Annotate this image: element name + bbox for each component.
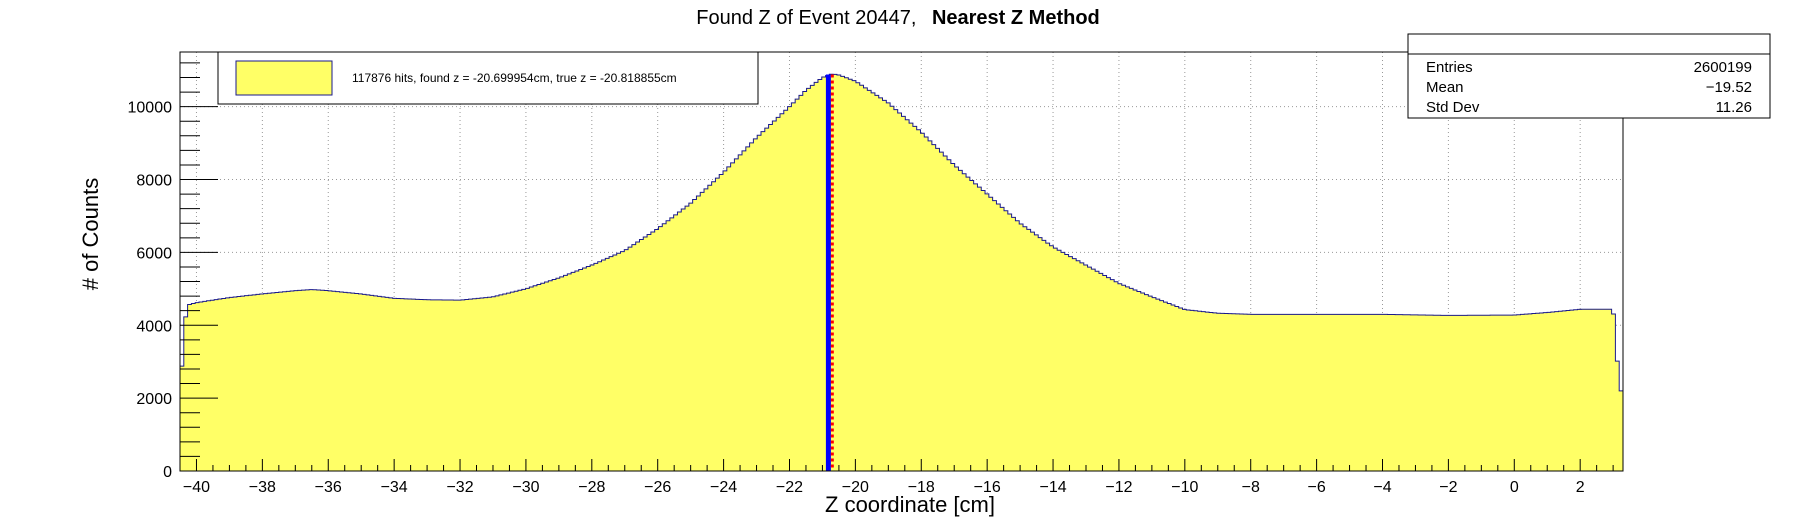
x-tick-label: −16 <box>974 479 1001 496</box>
y-tick-label: 10000 <box>128 100 173 117</box>
x-tick-label: −8 <box>1242 479 1260 496</box>
x-tick-label: −14 <box>1039 479 1066 496</box>
y-tick-label: 8000 <box>136 173 172 190</box>
histogram-outline <box>179 73 1624 471</box>
x-tick-label: −34 <box>381 479 408 496</box>
x-tick-label: 2 <box>1576 479 1585 496</box>
x-tick-label: −32 <box>446 479 473 496</box>
x-tick-label: −10 <box>1171 479 1198 496</box>
y-axis: 0 2000 4000 6000 8000 10000 <box>128 62 218 481</box>
legend-label: 117876 hits, found z = -20.699954cm, tru… <box>352 71 677 85</box>
chart-title-plain: Found Z of Event 20447, <box>696 7 916 29</box>
z-markers <box>825 74 834 471</box>
x-axis-title: Z coordinate [cm] <box>825 492 995 517</box>
stats-std-value: 11.26 <box>1716 99 1752 116</box>
plot-frame <box>179 51 1624 472</box>
x-tick-label: −12 <box>1105 479 1132 496</box>
stats-mean-label: Mean <box>1426 79 1464 96</box>
stats-entries-label: Entries <box>1426 59 1473 76</box>
x-tick-label: −28 <box>578 479 605 496</box>
x-tick-label: 0 <box>1510 479 1519 496</box>
stats-mean-value: −19.52 <box>1706 79 1752 96</box>
legend-swatch <box>235 60 333 96</box>
stats-box: Entries 2600199 Mean −19.52 Std Dev 11.2… <box>1407 33 1771 119</box>
x-tick-label: −2 <box>1439 479 1457 496</box>
y-tick-label: 4000 <box>136 318 172 335</box>
x-tick-label: −22 <box>776 479 803 496</box>
chart-title: Found Z of Event 20447, Nearest Z Method <box>696 7 1100 29</box>
y-tick-label: 0 <box>163 464 172 481</box>
y-axis-title: # of Counts <box>78 178 103 291</box>
x-tick-label: −24 <box>710 479 737 496</box>
x-tick-label: −40 <box>183 479 210 496</box>
x-axis: −40 −38 −36 −34 −32 −30 −28 −26 −24 −22 −20 −18 −16−… <box>179 459 1614 496</box>
x-tick-label: −26 <box>644 479 671 496</box>
x-tick-label: −38 <box>249 479 276 496</box>
x-tick-label: −18 <box>908 479 935 496</box>
stats-std-label: Std Dev <box>1426 99 1480 116</box>
stats-entries-value: 2600199 <box>1694 59 1752 76</box>
legend-box: 117876 hits, found z = -20.699954cm, tru… <box>217 51 759 105</box>
x-tick-label: −36 <box>315 479 342 496</box>
chart-title-bold: Nearest Z Method <box>932 7 1100 29</box>
histogram-fill <box>180 74 1623 472</box>
x-tick-label: −6 <box>1307 479 1325 496</box>
x-tick-label: −4 <box>1373 479 1391 496</box>
y-tick-label: 2000 <box>136 391 172 408</box>
y-tick-label: 6000 <box>136 245 172 262</box>
x-tick-label: −30 <box>512 479 539 496</box>
x-tick-label: −20 <box>842 479 869 496</box>
